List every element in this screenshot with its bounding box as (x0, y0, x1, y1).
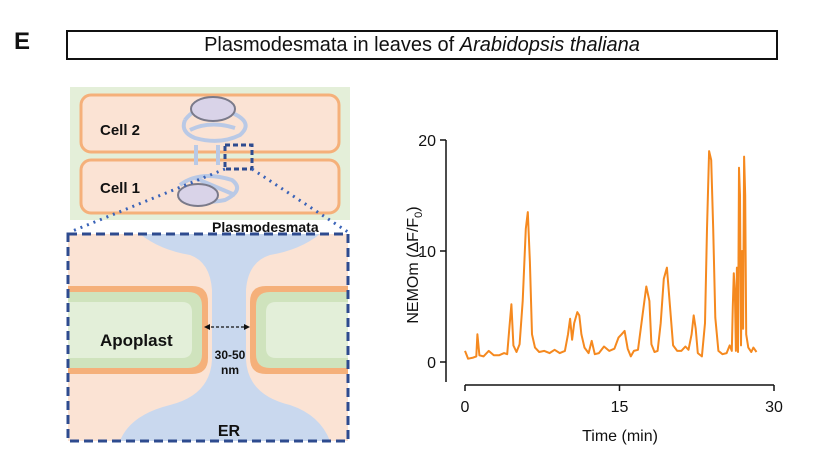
gap-arrowhead-left (204, 324, 210, 330)
right-apoplast (266, 302, 348, 358)
y-tick-label: 10 (418, 244, 436, 261)
x-axis-title: Time (min) (582, 428, 658, 445)
panel-title: Plasmodesmata in leaves of Arabidopsis t… (66, 30, 778, 60)
plasmodesmata-label: Plasmodesmata (212, 219, 319, 235)
zoom-line-right (251, 167, 349, 234)
er-channel (120, 234, 330, 441)
panel-title-prefix: Plasmodesmata in leaves of (204, 33, 460, 56)
y-tick-label: 20 (418, 133, 436, 150)
nucleus-cell-2 (190, 96, 236, 122)
panel-letter: E (14, 28, 31, 55)
x-tick-label: 30 (765, 399, 783, 416)
zoom-panel (68, 234, 348, 441)
x-tick-label: 15 (611, 399, 629, 416)
er-label: ER (218, 423, 241, 440)
zoom-panel-border (66, 232, 350, 443)
y-tick-label: 0 (427, 355, 436, 372)
apoplast-label: Apoplast (100, 331, 173, 350)
gap-arrowhead-right (244, 324, 250, 330)
nemom-trace-line (464, 150, 758, 360)
cell-2-label: Cell 2 (100, 122, 140, 139)
x-tick-label: 0 (461, 399, 470, 416)
left-apoplast (68, 302, 192, 358)
zoom-callout-box (223, 143, 254, 171)
panel-title-species: Arabidopsis thaliana (459, 33, 640, 56)
nucleus-cell-1 (177, 183, 219, 207)
y-axis-title: NEMOm (ΔF/F0) (405, 206, 425, 323)
gap-unit-label: nm (221, 363, 239, 377)
gap-size-label: 30-50 (215, 348, 246, 362)
cell-1-label: Cell 1 (100, 180, 140, 197)
